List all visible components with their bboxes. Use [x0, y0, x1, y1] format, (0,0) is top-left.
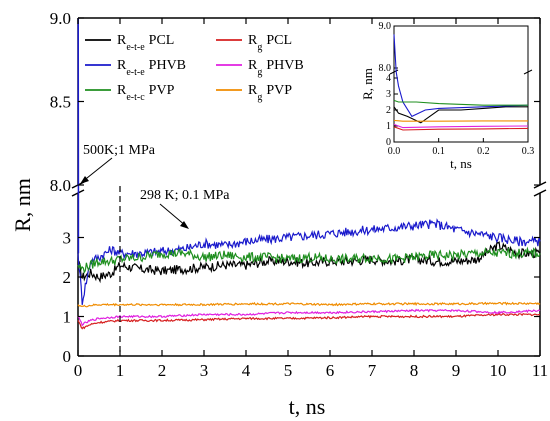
y-tick-label: 0	[63, 347, 72, 366]
inset-series-line-g_pcl	[393, 126, 529, 131]
axis-break-mark	[533, 189, 547, 197]
inset-series-line-g_pvp	[393, 119, 528, 122]
legend-entry: Rg PHVB	[248, 58, 304, 78]
inset-y-tick-label: 8.0	[379, 63, 392, 74]
legend-entry: Re-t-c PVP	[117, 83, 175, 103]
inset-y-axis-label: R, nm	[360, 68, 375, 100]
x-tick-label: 7	[368, 361, 377, 380]
annotation-298k: 298 K; 0.1 MPa	[140, 188, 230, 203]
x-axis-label: t, ns	[289, 394, 326, 419]
inset-x-tick-label: 0.2	[477, 146, 490, 157]
x-tick-label: 3	[200, 361, 209, 380]
legend-entry: Rg PCL	[248, 33, 292, 53]
inset-x-tick-label: 0.0	[388, 146, 401, 157]
inset-series-line-ete_pcl	[393, 106, 528, 124]
series-line-ete_pvp	[77, 246, 541, 274]
x-tick-label: 0	[74, 361, 83, 380]
legend-entry: Rg PVP	[248, 83, 292, 103]
annotation-298k-arrow	[159, 203, 187, 227]
x-tick-label: 8	[410, 361, 419, 380]
y-axis-label: R, nm	[10, 178, 35, 232]
inset-y-tick-label: 9.0	[379, 21, 392, 32]
legend-entry: Re-t-e PCL	[117, 33, 174, 53]
series-line-ete_pcl	[77, 240, 541, 284]
x-tick-label: 9	[452, 361, 461, 380]
inset-y-tick-label: 3	[386, 89, 391, 100]
inset-series-line-ete_phvb	[393, 34, 529, 118]
x-tick-label: 10	[490, 361, 507, 380]
legend-entry: Re-t-e PHVB	[117, 58, 186, 78]
series-line-g_phvb	[77, 308, 541, 327]
inset-chart: 0.0 0.1 0.2 0.3 0 1 2 3 48.0 9.0 t, ns R, nm	[360, 21, 534, 171]
inset-y-tick-label: 1	[386, 121, 391, 132]
x-tick-label: 5	[284, 361, 293, 380]
y-tick-label: 1	[63, 308, 72, 327]
inset-series-line-ete_pvp	[393, 99, 528, 106]
series-line-ete_phvb	[77, 218, 541, 305]
annotation-500k-arrowhead	[80, 176, 89, 184]
y-tick-label: 2	[63, 268, 72, 287]
x-tick-label: 2	[158, 361, 167, 380]
annotation-500k: 500K;1 MPa	[83, 143, 156, 158]
x-tick-label: 4	[242, 361, 251, 380]
x-tick-label: 1	[116, 361, 125, 380]
annotation-298k-arrowhead	[180, 221, 189, 229]
inset-frame	[393, 25, 529, 143]
series-line-g_pvp	[77, 301, 541, 308]
annotations: 500K;1 MPa 298 K; 0.1 MPa	[80, 143, 230, 355]
inset-y-tick-label: 4	[386, 73, 391, 84]
inset-x-axis-label: t, ns	[450, 156, 472, 171]
inset-break-mark	[523, 69, 533, 75]
inset-x-tick-label: 0.3	[522, 146, 535, 157]
inset-y-tick-label: 0	[386, 137, 391, 148]
x-tick-label: 6	[326, 361, 335, 380]
inset-series-line-g_phvb	[393, 123, 529, 129]
y-tick-label-upper: 9.0	[50, 9, 71, 28]
series-line-g_pcl	[77, 312, 541, 330]
y-tick-label-upper: 8.0	[50, 176, 71, 195]
y-tick-label: 3	[63, 229, 72, 248]
legend: Re-t-e PCL Rg PCL Re-t-e PHVB Rg PHVB Re-t-c PVP R…	[85, 33, 304, 103]
inset-x-tick-label: 0.1	[432, 146, 445, 157]
inset-y-tick-label: 2	[386, 105, 391, 116]
y-tick-label-upper: 8.5	[50, 93, 71, 112]
x-tick-label: 11	[532, 361, 548, 380]
series-lines	[77, 17, 541, 330]
annotation-500k-arrow	[81, 157, 113, 183]
